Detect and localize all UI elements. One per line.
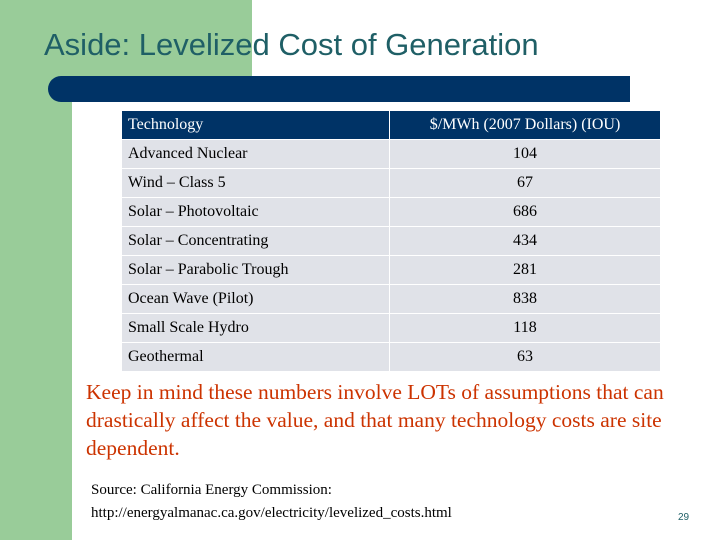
technology-cell: Advanced Nuclear (121, 139, 390, 169)
table-row: Ocean Wave (Pilot) 838 (121, 284, 661, 314)
levelized-cost-table: Technology $/MWh (2007 Dollars) (IOU) Ad… (121, 110, 661, 372)
table-row: Small Scale Hydro 118 (121, 313, 661, 343)
table-row: Solar – Parabolic Trough 281 (121, 255, 661, 285)
table-row: Solar – Concentrating 434 (121, 226, 661, 256)
technology-cell: Solar – Parabolic Trough (121, 255, 390, 285)
technology-cell: Geothermal (121, 342, 390, 372)
title-underline-bar (48, 76, 630, 102)
cost-cell: 281 (389, 255, 661, 285)
technology-cell: Solar – Concentrating (121, 226, 390, 256)
cost-cell: 838 (389, 284, 661, 314)
page-number: 29 (678, 512, 690, 523)
source-url: http://energyalmanac.ca.gov/electricity/… (91, 505, 452, 521)
table-row: Solar – Photovoltaic 686 (121, 197, 661, 227)
cost-cell: 67 (389, 168, 661, 198)
header-cost: $/MWh (2007 Dollars) (IOU) (389, 110, 661, 140)
decorative-green-strip (0, 76, 72, 540)
table-row: Wind – Class 5 67 (121, 168, 661, 198)
cost-cell: 434 (389, 226, 661, 256)
cost-cell: 104 (389, 139, 661, 169)
decorative-green-panel (0, 0, 252, 76)
cost-cell: 118 (389, 313, 661, 343)
technology-cell: Solar – Photovoltaic (121, 197, 390, 227)
source-label: Source: California Energy Commission: (91, 482, 332, 498)
technology-cell: Wind – Class 5 (121, 168, 390, 198)
table-row: Advanced Nuclear 104 (121, 139, 661, 169)
cost-cell: 63 (389, 342, 661, 372)
assumptions-note: Keep in mind these numbers involve LOTs … (86, 380, 664, 460)
technology-cell: Ocean Wave (Pilot) (121, 284, 390, 314)
technology-cell: Small Scale Hydro (121, 313, 390, 343)
header-technology: Technology (121, 110, 390, 140)
table-header-row: Technology $/MWh (2007 Dollars) (IOU) (121, 110, 661, 140)
slide-title: Aside: Levelized Cost of Generation (44, 27, 539, 62)
source-citation: Source: California Energy Commission: ht… (91, 479, 452, 525)
cost-cell: 686 (389, 197, 661, 227)
table-row: Geothermal 63 (121, 342, 661, 372)
